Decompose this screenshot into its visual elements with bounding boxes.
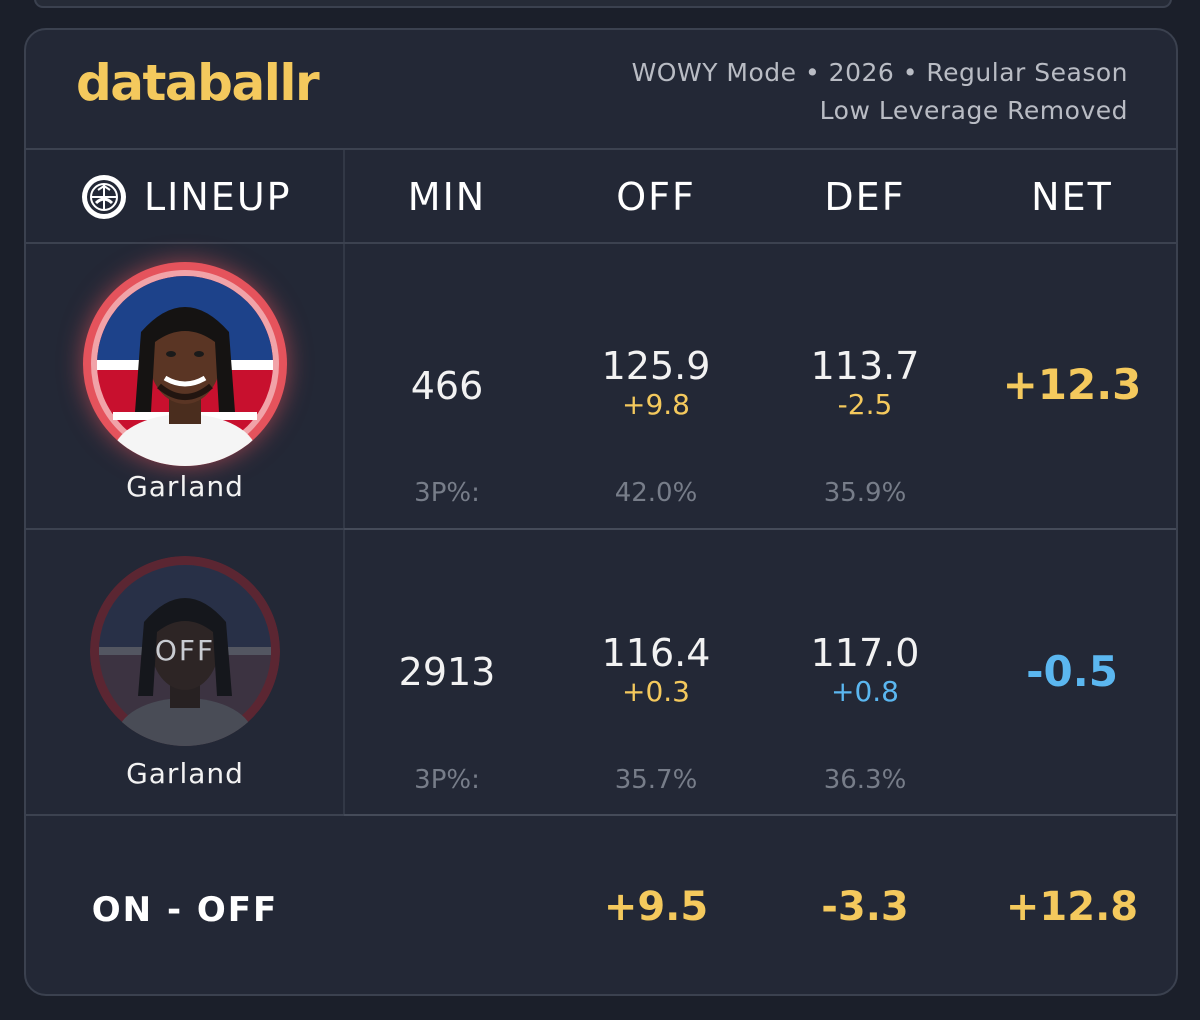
row1-lineup-divider — [343, 244, 345, 530]
min-column-header: MIN — [407, 175, 487, 219]
row1-def: 113.7 — [810, 344, 920, 388]
row2-off: 116.4 — [601, 631, 711, 675]
row1-divider-left — [26, 528, 344, 530]
lineup-header: LINEUP — [80, 150, 292, 244]
row1-off-3p: 42.0% — [614, 478, 698, 508]
header-divider — [26, 148, 1176, 150]
row2-off-cell: 116.4 +0.3 — [550, 631, 762, 708]
off-column-header: OFF — [616, 175, 696, 219]
row2-divider-left — [26, 814, 344, 816]
row2-def-cell: 117.0 +0.8 — [762, 631, 968, 708]
row2-def-3p: 36.3% — [823, 765, 907, 795]
row1-def-delta: -2.5 — [837, 388, 893, 421]
card-header: databallr WOWY Mode • 2026 • Regular Sea… — [26, 30, 1176, 150]
off-overlay-label: OFF — [155, 634, 215, 667]
row2-def: 117.0 — [810, 631, 920, 675]
on-off-off: +9.5 — [603, 884, 709, 930]
lineup-header-divider — [343, 150, 345, 244]
row2-off-3p: 35.7% — [614, 765, 698, 795]
row1-3p-label: 3P%: — [414, 478, 480, 508]
row1-def-cell: 113.7 -2.5 — [762, 344, 968, 421]
lineup-header-label: LINEUP — [144, 175, 292, 219]
row2-def-delta: +0.8 — [831, 675, 899, 708]
on-off-label: ON - OFF — [91, 890, 279, 930]
row2-divider-right — [344, 814, 1176, 816]
wowy-card: databallr WOWY Mode • 2026 • Regular Sea… — [24, 28, 1178, 996]
player-headshot: OFF — [90, 556, 280, 746]
brand-logo: databallr — [76, 54, 320, 112]
net-column-header: NET — [1031, 175, 1113, 219]
row2-off-delta: +0.3 — [622, 675, 690, 708]
previous-card-edge — [34, 0, 1172, 8]
on-off-def: -3.3 — [821, 884, 909, 930]
row2-net: -0.5 — [1026, 647, 1118, 696]
row1-divider-right — [344, 528, 1176, 530]
player-name-off: Garland — [126, 757, 244, 790]
row2-min: 2913 — [398, 650, 496, 694]
subtitle-line-2: Low Leverage Removed — [819, 96, 1128, 125]
player-avatar-off: OFF — [90, 556, 280, 746]
row1-min: 466 — [410, 364, 484, 408]
player-name-on: Garland — [126, 470, 244, 503]
player-avatar-on — [83, 262, 287, 466]
column-header-divider — [26, 242, 1176, 244]
team-logo-icon — [82, 175, 126, 219]
row1-off-cell: 125.9 +9.8 — [550, 344, 762, 421]
def-column-header: DEF — [824, 175, 906, 219]
row2-lineup-divider — [343, 530, 345, 816]
lineup-header-cell — [26, 150, 344, 244]
row1-net: +12.3 — [1002, 360, 1142, 409]
row1-off-delta: +9.8 — [622, 388, 690, 421]
on-off-net: +12.8 — [1005, 884, 1139, 930]
mode-subtitle: WOWY Mode • 2026 • Regular Season Low Le… — [632, 54, 1128, 130]
row1-off: 125.9 — [601, 344, 711, 388]
row2-3p-label: 3P%: — [414, 765, 480, 795]
subtitle-line-1: WOWY Mode • 2026 • Regular Season — [631, 58, 1128, 87]
player-headshot — [91, 270, 279, 466]
row1-def-3p: 35.9% — [823, 478, 907, 508]
